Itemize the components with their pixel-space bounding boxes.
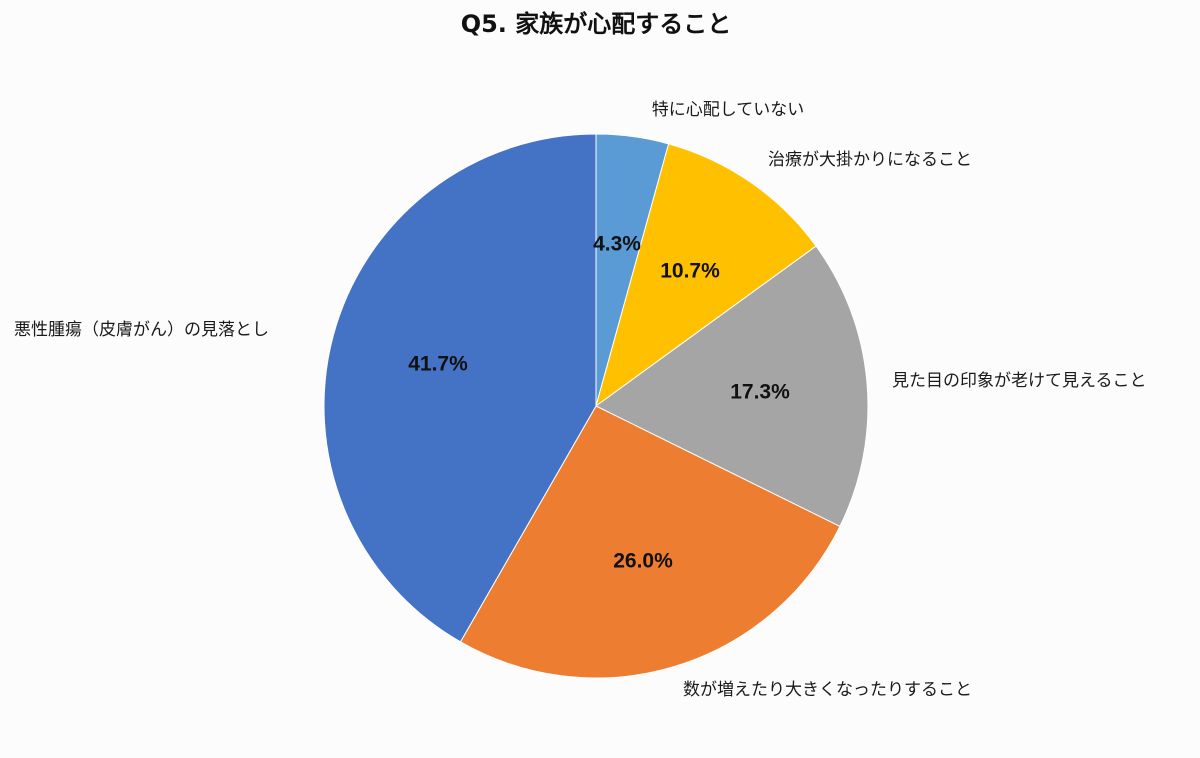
category-label: 治療が大掛かりになること <box>768 150 972 170</box>
value-label: 17.3% <box>730 381 790 404</box>
value-label: 4.3% <box>593 233 641 256</box>
pie-slices <box>323 133 869 679</box>
category-label: 特に心配していない <box>652 100 805 120</box>
pie-slice <box>595 143 817 408</box>
pie-slice <box>595 245 869 528</box>
pie-slice <box>323 133 597 643</box>
category-labels: 特に心配していない治療が大掛かりになること見た目の印象が老けて見えること数が増え… <box>14 100 1147 700</box>
category-label: 見た目の印象が老けて見えること <box>892 371 1147 391</box>
value-label: 26.0% <box>613 550 673 573</box>
category-label: 悪性腫瘍（皮膚がん）の見落とし <box>14 320 269 340</box>
value-label: 10.7% <box>660 260 720 283</box>
value-labels: 4.3% 10.7% 17.3% 26.0% 41.7% <box>408 233 790 573</box>
chart-title: Q5. 家族が心配すること <box>461 10 732 38</box>
value-label: 41.7% <box>408 353 468 376</box>
pie-slice <box>459 405 841 679</box>
category-label: 数が増えたり大きくなったりすること <box>683 680 972 700</box>
